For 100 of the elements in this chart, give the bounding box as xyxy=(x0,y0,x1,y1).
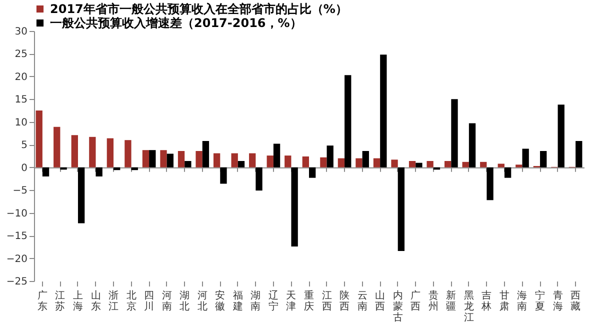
x-tick-label: 海南 xyxy=(517,290,528,312)
x-tick-label: 河南 xyxy=(162,290,172,312)
bar xyxy=(36,110,42,168)
y-tick-label: 30 xyxy=(14,26,28,38)
legend-label: 一般公共预算收入增速差（2017-2016，%） xyxy=(50,16,302,30)
y-tick-label: 20 xyxy=(14,72,28,83)
x-tick-label: 宁夏 xyxy=(535,290,546,312)
x-tick-label: 天津 xyxy=(286,290,296,312)
y-tick-label: 0 xyxy=(21,162,28,174)
bar xyxy=(178,151,185,168)
bar xyxy=(516,164,522,168)
bar xyxy=(320,157,327,168)
bar xyxy=(504,167,512,178)
bar xyxy=(106,138,114,168)
bar xyxy=(238,161,245,168)
bar xyxy=(284,156,292,168)
x-tick-label: 山西 xyxy=(375,290,386,312)
bar xyxy=(486,167,494,200)
x-tick-label: 安徽 xyxy=(215,290,226,312)
y-tick-label: 10 xyxy=(14,117,28,128)
bar xyxy=(362,151,369,168)
bar xyxy=(184,161,192,168)
x-tick-label: 江西 xyxy=(322,290,332,312)
bar xyxy=(160,150,167,168)
bar xyxy=(60,167,67,170)
bar xyxy=(344,75,352,168)
bar xyxy=(480,162,487,168)
bar xyxy=(498,164,504,168)
bar xyxy=(540,151,547,168)
x-tick-label: 湖南 xyxy=(250,290,261,312)
x-tick-label: 广东 xyxy=(37,290,48,312)
bar xyxy=(54,126,60,168)
bar xyxy=(42,167,50,176)
bar xyxy=(338,158,345,168)
bar xyxy=(380,54,387,168)
x-tick-label: 贵州 xyxy=(428,290,438,312)
bar xyxy=(202,141,210,168)
bar xyxy=(249,153,256,168)
x-tick-label: 辽宁 xyxy=(268,290,278,312)
x-tick-label: 四川 xyxy=(144,290,154,312)
x-tick-label: 黑龙江 xyxy=(464,290,474,324)
bar xyxy=(196,151,202,168)
bar xyxy=(302,156,309,168)
bar xyxy=(273,144,280,168)
x-tick-label: 重庆 xyxy=(304,290,314,312)
x-tick-label: 西藏 xyxy=(570,290,581,312)
bar xyxy=(71,135,78,168)
x-tick-label: 北京 xyxy=(126,290,136,312)
bar xyxy=(373,158,380,168)
bar xyxy=(451,99,458,168)
bar xyxy=(220,167,227,184)
x-tick-label: 河北 xyxy=(197,290,208,312)
x-tick-label: 青海 xyxy=(552,290,563,312)
bar xyxy=(166,154,174,168)
bar xyxy=(522,148,529,168)
bar xyxy=(426,161,434,168)
y-tick-label: −20 xyxy=(6,254,28,265)
bar xyxy=(408,161,416,168)
x-tick-label: 江苏 xyxy=(55,290,66,312)
y-tick-label: −5 xyxy=(12,186,28,197)
y-tick-label: −15 xyxy=(6,231,28,242)
y-tick-label: 15 xyxy=(14,94,28,106)
bar xyxy=(326,146,334,168)
bar xyxy=(266,156,274,168)
bar xyxy=(416,162,422,168)
bar xyxy=(309,167,316,178)
x-tick-label: 甘肃 xyxy=(499,290,510,312)
y-tick-label: 25 xyxy=(14,49,28,60)
x-tick-label: 吉林 xyxy=(480,290,492,312)
x-tick-label: 陕西 xyxy=(340,290,350,312)
bar xyxy=(558,104,564,168)
x-tick-label: 新疆 xyxy=(446,290,456,312)
bar xyxy=(89,136,96,168)
bar xyxy=(256,167,262,191)
bar xyxy=(468,123,476,168)
bar xyxy=(149,150,156,168)
bar xyxy=(213,153,220,168)
bar xyxy=(444,161,452,168)
bar xyxy=(142,150,150,168)
x-tick-label: 福建 xyxy=(232,290,243,312)
bar xyxy=(96,167,102,176)
bar xyxy=(291,167,298,246)
x-tick-label: 湖北 xyxy=(180,290,190,312)
bar xyxy=(356,158,362,168)
x-tick-label: 山东 xyxy=(90,290,101,312)
bar xyxy=(124,140,132,168)
bar xyxy=(576,141,582,168)
y-tick-label: 5 xyxy=(21,140,28,152)
bar xyxy=(398,167,405,251)
x-tick-label: 云南 xyxy=(357,290,368,312)
y-tick-label: −25 xyxy=(6,276,28,288)
x-tick-label: 上海 xyxy=(72,290,83,312)
bar xyxy=(231,153,238,168)
x-tick-label: 内蒙古 xyxy=(392,290,403,324)
bar xyxy=(462,162,469,168)
x-tick-label: 浙江 xyxy=(108,290,119,312)
bar xyxy=(391,160,398,168)
bar xyxy=(78,167,85,224)
legend-label: 2017年省市一般公共预算收入在全部省市的占比（%） xyxy=(50,2,348,16)
y-tick-label: −10 xyxy=(6,208,28,220)
